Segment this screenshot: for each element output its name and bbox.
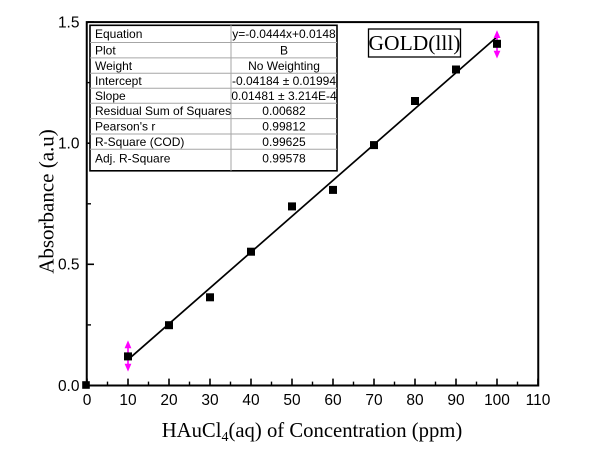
svg-text:40: 40 (242, 392, 260, 409)
svg-text:-0.04184 ± 0.01994: -0.04184 ± 0.01994 (232, 74, 336, 88)
svg-text:0.0: 0.0 (58, 378, 80, 395)
svg-text:B: B (280, 44, 288, 58)
svg-text:1.5: 1.5 (58, 14, 80, 31)
svg-text:y=-0.0444x+0.0148: y=-0.0444x+0.0148 (232, 27, 336, 41)
svg-text:90: 90 (447, 392, 465, 409)
svg-text:0.99625: 0.99625 (262, 135, 306, 149)
svg-text:Weight: Weight (95, 59, 133, 73)
svg-text:0.99812: 0.99812 (262, 120, 306, 134)
svg-text:0.01481 ± 3.214E-4: 0.01481 ± 3.214E-4 (231, 89, 337, 103)
svg-text:R-Square (COD): R-Square (COD) (95, 135, 184, 149)
svg-text:Intercept: Intercept (95, 74, 142, 88)
svg-text:1.0: 1.0 (58, 136, 80, 153)
svg-text:0.5: 0.5 (58, 257, 80, 274)
svg-text:30: 30 (201, 392, 219, 409)
svg-text:0.00682: 0.00682 (262, 104, 306, 118)
svg-text:Slope: Slope (95, 89, 126, 103)
svg-text:Equation: Equation (95, 27, 142, 41)
svg-text:HAuCl4(aq) of Concentration (p: HAuCl4(aq) of Concentration (ppm) (162, 420, 463, 445)
svg-text:60: 60 (324, 392, 342, 409)
svg-text:20: 20 (160, 392, 178, 409)
svg-text:0: 0 (83, 392, 92, 409)
svg-text:110: 110 (526, 392, 551, 409)
svg-text:No Weighting: No Weighting (248, 59, 320, 73)
svg-text:Pearson's r: Pearson's r (95, 120, 155, 134)
svg-text:Absorbance (a.u): Absorbance (a.u) (35, 129, 59, 274)
svg-text:70: 70 (365, 392, 383, 409)
svg-text:Adj. R-Square: Adj. R-Square (95, 152, 171, 166)
svg-text:80: 80 (406, 392, 424, 409)
svg-text:Residual Sum of Squares: Residual Sum of Squares (95, 104, 231, 118)
svg-text:0.99578: 0.99578 (262, 152, 306, 166)
svg-text:50: 50 (283, 392, 301, 409)
svg-text:GOLD(lll): GOLD(lll) (369, 31, 461, 55)
svg-text:10: 10 (119, 392, 137, 409)
svg-text:Plot: Plot (95, 44, 116, 58)
svg-text:100: 100 (484, 392, 510, 409)
